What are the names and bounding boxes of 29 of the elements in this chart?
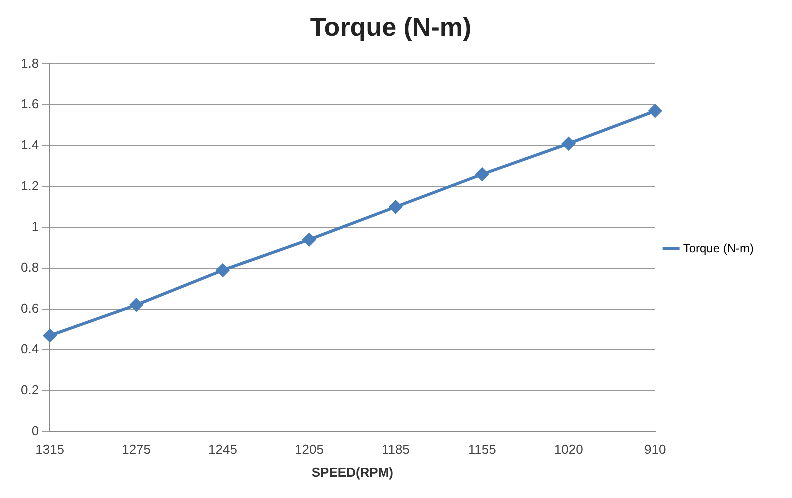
y-tick-label: 0.4 bbox=[20, 342, 40, 357]
point bbox=[302, 233, 316, 246]
point bbox=[648, 104, 662, 118]
x-tick-label: 1205 bbox=[295, 442, 324, 458]
x-tick-label: 1245 bbox=[208, 442, 238, 458]
point bbox=[216, 264, 230, 277]
y-tick-label: 1.2 bbox=[20, 178, 40, 194]
y-tick-label: 1 bbox=[32, 219, 40, 234]
y-tick-label: 1.8 bbox=[20, 56, 40, 71]
y-tick-label: 0 bbox=[32, 423, 40, 438]
y-tick-label: 0.8 bbox=[20, 260, 40, 275]
legend-label: Torque (N-m) bbox=[683, 241, 754, 256]
x-tick-label: 1020 bbox=[554, 442, 584, 458]
point bbox=[44, 329, 57, 342]
x-tick-label: 1315 bbox=[36, 442, 65, 458]
point bbox=[389, 200, 402, 214]
point bbox=[562, 137, 576, 150]
point bbox=[130, 298, 144, 312]
chart-title: Torque (N-m) bbox=[310, 12, 472, 42]
y-tick-label: 1.4 bbox=[20, 137, 40, 152]
y-tick-label: 0.2 bbox=[20, 382, 40, 398]
x-tick-label: 910 bbox=[644, 442, 666, 458]
x-tick-label: 1275 bbox=[122, 442, 151, 458]
x-tick-label: 1155 bbox=[468, 442, 496, 458]
y-tick-label: 0.6 bbox=[20, 300, 40, 316]
y-tick-label: 1.6 bbox=[20, 96, 40, 112]
point bbox=[476, 168, 489, 181]
x-tick-label: 1185 bbox=[382, 442, 410, 458]
x-axis-title: SPEED(RPM) bbox=[312, 464, 394, 480]
